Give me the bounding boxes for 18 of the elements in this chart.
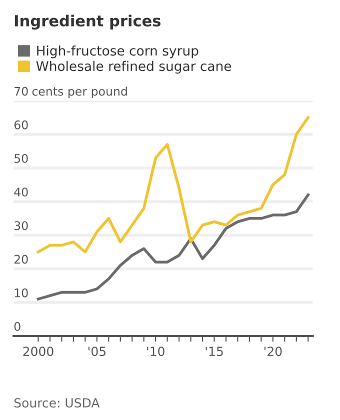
y-tick-label: 30 bbox=[14, 221, 28, 230]
x-tick-label: 2000 bbox=[23, 346, 54, 356]
y-tick-label: 60 bbox=[14, 120, 28, 130]
y-tick-label: 40 bbox=[14, 188, 28, 197]
y-axis-title: cents per pound bbox=[32, 86, 127, 98]
x-tick-label: '15 bbox=[206, 346, 223, 356]
source-note: Source: USDA bbox=[14, 398, 100, 408]
y-tick-label: 50 bbox=[14, 154, 28, 163]
y-tick-label: 20 bbox=[14, 254, 28, 264]
chart-title: Ingredient prices bbox=[15, 14, 161, 30]
x-tick-label: '20 bbox=[264, 346, 282, 356]
y-tick-label: 0 bbox=[14, 322, 20, 331]
x-tick-label: '10 bbox=[147, 346, 164, 356]
legend-label: High-fructose corn syrup bbox=[37, 45, 198, 58]
legend-label: Wholesale refined sugar cane bbox=[36, 60, 232, 74]
y-tick-label: 10 bbox=[14, 288, 28, 298]
y-tick-label: 70 bbox=[14, 86, 28, 96]
x-tick-label: '05 bbox=[88, 346, 106, 356]
